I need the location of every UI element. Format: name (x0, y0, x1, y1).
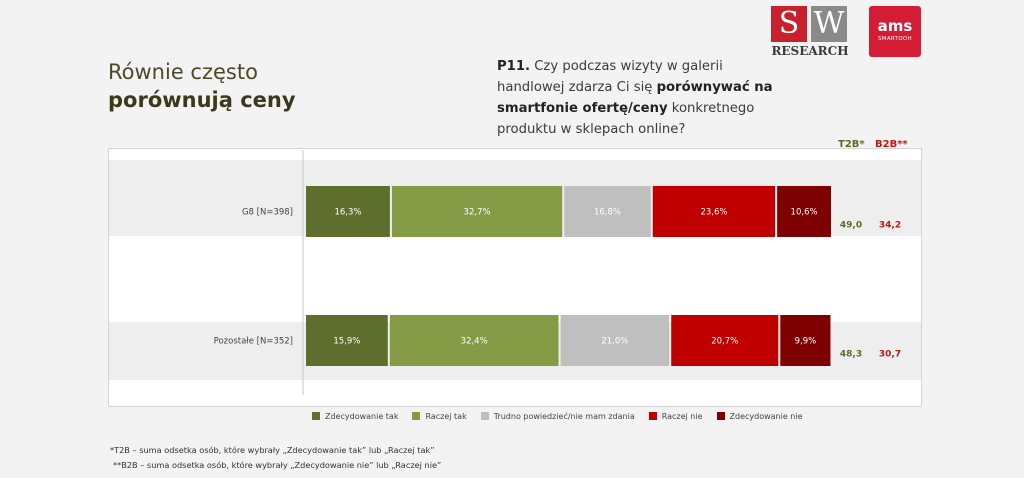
bar-segment (780, 315, 831, 366)
data-label: 20,7% (711, 337, 738, 347)
sw-logo-s: S (771, 6, 807, 42)
ams-logo: ams SMARTOOH (869, 6, 921, 57)
legend-swatch (412, 412, 421, 420)
data-label: 32,7% (464, 208, 491, 218)
category-label: G8 [N=398] (242, 208, 293, 218)
b2b-value: 34,2 (879, 221, 901, 231)
legend-label: Zdecydowanie tak (325, 411, 399, 421)
data-label: 21,0% (601, 337, 628, 347)
data-label: 10,6% (791, 208, 818, 218)
bar-segment (777, 186, 831, 237)
legend-swatch (716, 412, 725, 420)
legend-item: Raczej nie (648, 411, 703, 421)
headline-line1: Równie często (108, 60, 258, 84)
legend-item: Raczej tak (412, 411, 467, 421)
headline-line2: porównują ceny (108, 88, 296, 112)
t2b-header: T2B* (838, 139, 865, 150)
legend-item: Trudno powiedzieć/nie mam zdania (480, 411, 635, 421)
legend-label: Raczej nie (661, 411, 703, 421)
legend-swatch (480, 412, 489, 420)
ams-logo-sub: SMARTOOH (878, 36, 912, 42)
question-part1: Czy podczas wizyty w galerii handlowej z… (497, 59, 723, 95)
b2b-header: B2B** (875, 139, 908, 150)
data-label: 15,9% (333, 337, 360, 347)
data-label: 32,4% (461, 337, 488, 347)
chart-legend: Zdecydowanie tak Raczej tak Trudno powiedz… (312, 410, 817, 422)
question-bold: porównywać na smartfonie ofertę/ceny (497, 80, 773, 116)
sw-research-logo: S W RESEARCH (771, 6, 849, 60)
bar-segment (389, 315, 559, 366)
ams-logo-text: ams (877, 17, 913, 35)
bar-segment (564, 186, 651, 237)
footnote-t2b: *T2B – suma odsetka osób, które wybrały … (110, 445, 435, 455)
question-code: P11. (497, 59, 531, 74)
bar-segment (560, 315, 670, 366)
bar-segment (671, 315, 779, 366)
legend-label: Raczej tak (425, 411, 467, 421)
legend-label: Zdecydowanie nie (729, 411, 803, 421)
t2b-value: 48,3 (840, 350, 862, 360)
legend-item: Zdecydowanie tak (312, 412, 398, 421)
data-label: 9,9% (795, 337, 817, 347)
data-label: 23,6% (700, 208, 727, 218)
legend-label: Trudno powiedzieć/nie mam zdania (493, 411, 635, 421)
category-label: Pozostałe [N=352] (214, 337, 293, 347)
legend-swatch (312, 412, 320, 420)
legend-swatch (648, 412, 657, 420)
sw-logo-research: RESEARCH (771, 44, 849, 58)
data-label: 16,3% (334, 208, 361, 218)
bar-segment (391, 186, 563, 237)
bar-segment (652, 186, 776, 237)
legend-item: Zdecydowanie nie (716, 411, 803, 421)
t2b-value: 49,0 (840, 221, 862, 231)
sw-logo-w: W (811, 6, 847, 42)
question-part2: konkretnego produktu w sklepach online? (497, 101, 755, 137)
headline: Równie często porównują ceny (108, 58, 296, 114)
bar-segment (306, 315, 388, 366)
bar-segment (306, 186, 390, 237)
question-text: P11. Czy podczas wizyty w galerii handlo… (497, 56, 787, 140)
footnote-b2b: **B2B – suma odsetka osób, które wybrały… (113, 460, 442, 470)
data-label: 16,8% (594, 208, 621, 218)
b2b-value: 30,7 (879, 350, 901, 360)
